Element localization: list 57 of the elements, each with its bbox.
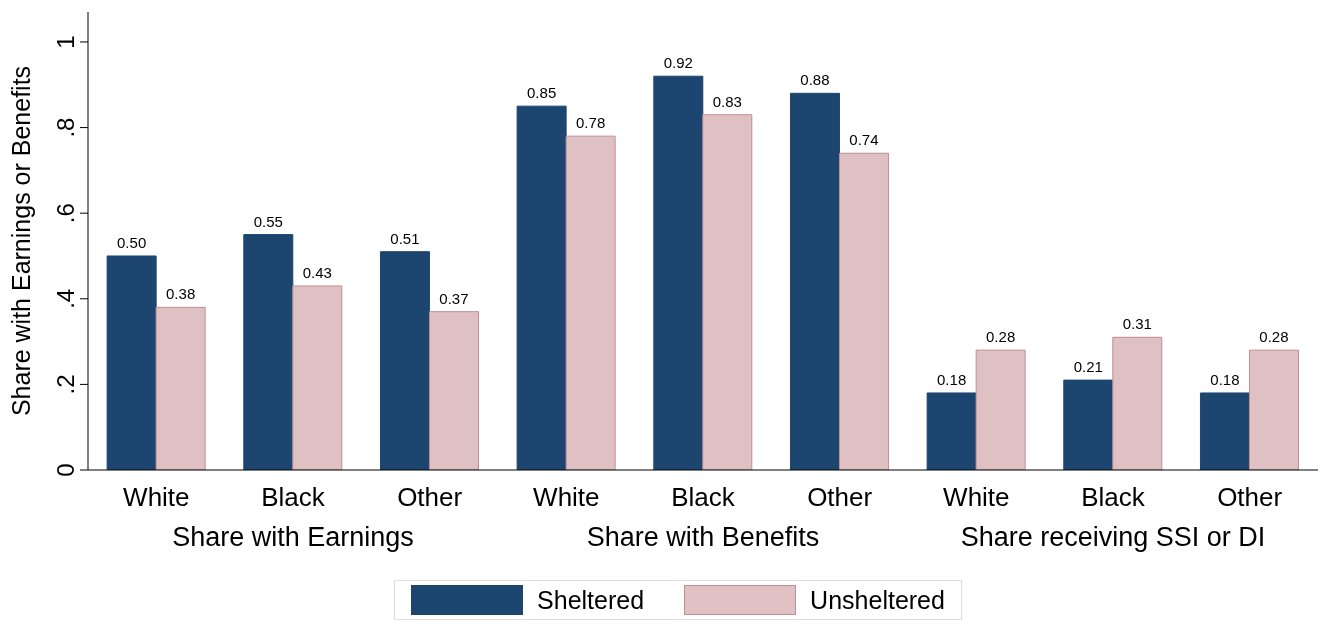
data-label: 0.50	[117, 233, 147, 251]
bar	[516, 105, 567, 470]
legend-label: Sheltered	[537, 585, 645, 615]
bar	[1199, 392, 1250, 470]
data-label: 0.78	[576, 114, 606, 132]
bar	[789, 92, 840, 470]
data-label: 0.21	[1073, 358, 1103, 376]
legend-label: Unsheltered	[810, 585, 945, 615]
y-tick-label: .6	[52, 203, 79, 224]
bar	[243, 234, 294, 470]
data-label: 0.85	[527, 84, 557, 102]
bar	[838, 152, 889, 470]
x-tick-label: Black	[1081, 482, 1146, 512]
data-label: 0.43	[302, 263, 332, 281]
data-label: 0.88	[800, 71, 830, 89]
text: Share with Earnings	[172, 522, 414, 552]
data-label: 0.31	[1122, 315, 1152, 333]
data-label: 0.83	[712, 92, 742, 110]
data-label: 0.28	[986, 328, 1016, 346]
bar	[106, 255, 157, 470]
bar	[1248, 349, 1299, 470]
x-tick-label: Other	[1217, 482, 1283, 512]
y-tick-label: 1	[52, 35, 79, 49]
bar	[1112, 336, 1163, 470]
bar	[926, 392, 977, 470]
x-tick-label: Black	[261, 482, 326, 512]
data-label: 0.18	[937, 370, 967, 388]
bar	[565, 135, 616, 470]
data-label: 0.18	[1210, 370, 1240, 388]
data-label: 0.28	[1259, 328, 1289, 346]
data-label: 0.92	[663, 54, 693, 72]
x-tick-label: White	[123, 482, 190, 512]
x-tick-label: Other	[807, 482, 873, 512]
bar	[653, 75, 704, 470]
data-label: 0.51	[390, 229, 420, 247]
y-axis-title: Share with Earnings or Benefits	[6, 65, 35, 417]
bar	[702, 114, 753, 470]
data-label: 0.37	[439, 289, 469, 307]
y-tick-label: .2	[52, 374, 79, 395]
data-label: 0.38	[166, 285, 196, 303]
bar	[975, 349, 1026, 470]
bar	[292, 285, 343, 470]
bar	[1063, 379, 1114, 470]
x-tick-label: White	[533, 482, 600, 512]
data-label: 0.74	[849, 131, 879, 149]
y-tick-label: .8	[52, 117, 79, 138]
text: Share receiving SSI or DI	[960, 522, 1266, 552]
y-tick-label: 0	[52, 463, 79, 477]
text: Share with Benefits	[586, 522, 820, 552]
y-tick-label: .4	[52, 288, 79, 309]
data-label: 0.55	[253, 212, 283, 230]
x-tick-label: Other	[397, 482, 463, 512]
x-tick-label: White	[943, 482, 1010, 512]
bar	[379, 251, 430, 470]
x-tick-label: Black	[671, 482, 736, 512]
bar	[428, 311, 479, 470]
bar	[155, 306, 206, 470]
